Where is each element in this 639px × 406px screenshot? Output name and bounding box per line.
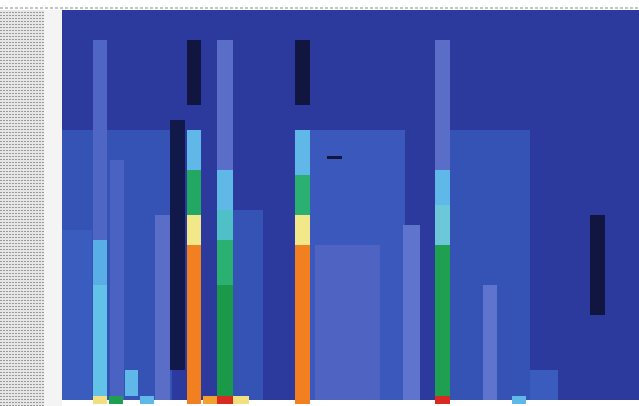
- heat-column: [590, 215, 605, 315]
- heat-column: [435, 245, 450, 396]
- heat-column: [435, 205, 450, 245]
- heat-column: [187, 130, 201, 170]
- heat-cell: [217, 396, 233, 404]
- heat-cell: [233, 396, 249, 404]
- heat-column: [217, 240, 233, 285]
- heat-column: [217, 40, 233, 170]
- heat-column: [295, 215, 310, 245]
- heat-region: [315, 245, 380, 400]
- heat-column: [295, 130, 310, 175]
- heat-region: [233, 210, 263, 400]
- heat-column: [217, 170, 233, 210]
- heat-cell: [203, 396, 217, 404]
- left-ruler: [0, 10, 44, 406]
- heatmap: [62, 10, 639, 404]
- heat-column: [93, 40, 107, 240]
- heat-column: [93, 240, 107, 285]
- heat-region: [530, 370, 558, 400]
- heat-region: [110, 160, 124, 400]
- heat-cell: [109, 396, 123, 404]
- left-margin: [44, 10, 62, 406]
- heat-column: [217, 210, 233, 240]
- heat-column: [170, 120, 185, 370]
- heat-cell: [512, 396, 526, 404]
- heat-column: [217, 285, 233, 396]
- heat-column: [435, 170, 450, 205]
- heat-cell: [93, 396, 107, 404]
- heat-column: [295, 245, 310, 404]
- heat-region: [403, 225, 420, 400]
- heat-column: [187, 170, 201, 215]
- heat-column: [295, 40, 310, 105]
- heat-column: [187, 245, 201, 404]
- screenshot: [0, 0, 639, 406]
- heat-region: [483, 285, 497, 400]
- heat-region: [155, 215, 170, 400]
- heat-column: [295, 175, 310, 215]
- heat-cell: [140, 396, 154, 404]
- heat-column: [435, 40, 450, 170]
- heat-cell: [327, 156, 342, 159]
- heat-column: [93, 285, 107, 396]
- heat-region: [62, 230, 92, 400]
- heat-column: [187, 40, 201, 105]
- heat-column: [187, 215, 201, 245]
- heat-cell: [125, 370, 138, 396]
- heat-cell: [435, 396, 450, 404]
